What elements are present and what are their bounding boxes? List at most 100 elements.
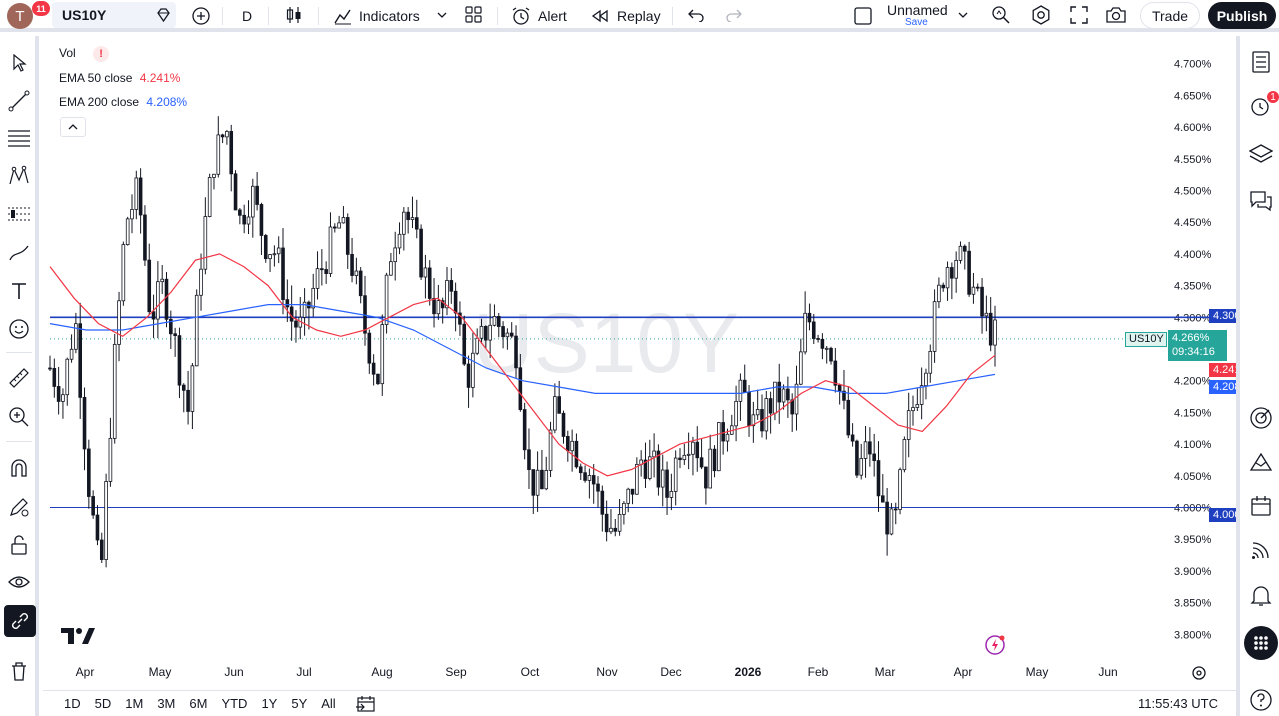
chart-pane[interactable]: US10Y 4.700% 4.650% 4.600% 4.550% 4.500% 4.450… — [43, 36, 1259, 690]
link-icon[interactable] — [4, 605, 36, 637]
candle-body — [587, 475, 592, 481]
apps-grid-icon[interactable] — [1244, 626, 1278, 660]
goto-date-icon[interactable] — [355, 695, 376, 713]
range-6m[interactable]: 6M — [189, 696, 208, 711]
tradingview-logo-icon[interactable] — [61, 628, 95, 649]
magnet-icon[interactable] — [6, 455, 32, 481]
quick-search-icon[interactable] — [990, 4, 1012, 26]
brush-icon[interactable] — [6, 240, 32, 266]
layout-grid-icon[interactable] — [463, 4, 485, 26]
time-tick: May — [1026, 665, 1049, 679]
layout-name-button[interactable]: Unnamed Save — [887, 2, 948, 30]
candle-body — [954, 259, 958, 279]
layout-checkbox-icon[interactable] — [852, 5, 874, 27]
candle-body — [820, 338, 825, 349]
fib-lines-icon[interactable] — [6, 125, 32, 151]
indicators-button[interactable]: Indicators — [333, 2, 420, 30]
interval-label: D — [242, 8, 253, 24]
forecast-icon[interactable] — [6, 201, 32, 227]
ema200-legend[interactable]: EMA 200 close 4.208% — [59, 95, 187, 109]
candle-body — [345, 217, 350, 255]
range-5d[interactable]: 5D — [94, 696, 112, 711]
zoom-in-icon[interactable] — [6, 404, 32, 430]
candle-body — [69, 348, 74, 360]
range-5y[interactable]: 5Y — [291, 696, 308, 711]
candle-body — [65, 358, 70, 396]
candle-body — [893, 508, 898, 511]
notification-badge: 11 — [32, 1, 50, 16]
stay-drawing-icon[interactable] — [6, 494, 32, 520]
time-tick: Apr — [76, 665, 95, 679]
range-3m[interactable]: 3M — [157, 696, 176, 711]
interval-button[interactable]: D — [242, 2, 252, 30]
candle-body — [691, 441, 695, 455]
text-tool-icon[interactable] — [6, 278, 32, 304]
collapse-legend-icon[interactable] — [60, 117, 86, 137]
chevron-down-icon[interactable] — [434, 6, 450, 24]
ema50-legend[interactable]: EMA 50 close 4.241% — [59, 71, 180, 85]
ruler-icon[interactable] — [6, 365, 32, 391]
range-1m[interactable]: 1M — [125, 696, 144, 711]
candle-body — [553, 396, 557, 431]
news-feed-icon[interactable] — [1247, 536, 1275, 564]
candle-body — [87, 448, 91, 497]
add-symbol-icon[interactable] — [190, 5, 212, 27]
diamond-icon[interactable] — [156, 8, 171, 22]
axis-settings-icon[interactable] — [1190, 664, 1208, 682]
range-1d[interactable]: 1D — [64, 696, 81, 711]
watchlist-icon[interactable] — [1247, 48, 1275, 76]
publish-button[interactable]: Publish — [1208, 2, 1276, 29]
flash-icon[interactable] — [984, 634, 1006, 656]
range-ytd[interactable]: YTD — [221, 696, 248, 711]
user-avatar[interactable]: T 11 — [7, 1, 50, 29]
range-all[interactable]: All — [321, 696, 336, 711]
symbol-search[interactable]: US10Y — [52, 2, 176, 28]
candle-body — [807, 312, 812, 323]
undo-icon[interactable] — [686, 5, 706, 25]
range-1y[interactable]: 1Y — [261, 696, 278, 711]
trade-button[interactable]: Trade — [1140, 2, 1200, 29]
layers-icon[interactable] — [1247, 140, 1275, 168]
candle-body — [863, 441, 868, 459]
candle-body — [350, 253, 354, 276]
candle-body — [242, 214, 246, 225]
warning-icon[interactable]: ! — [93, 46, 110, 62]
eye-icon[interactable] — [6, 569, 32, 595]
candles-icon[interactable] — [283, 4, 305, 26]
candle-body — [842, 390, 846, 401]
candle-body — [898, 469, 902, 510]
emoji-icon[interactable] — [6, 316, 32, 342]
trend-line-icon[interactable] — [6, 88, 32, 114]
utc-clock[interactable]: 11:55:43 UTC — [1138, 696, 1218, 711]
calendar-icon[interactable] — [1247, 492, 1275, 520]
pattern-icon[interactable] — [6, 163, 32, 189]
candle-body — [492, 316, 497, 326]
target-icon[interactable] — [1247, 404, 1275, 432]
fullscreen-icon[interactable] — [1068, 4, 1090, 26]
candle-body — [876, 460, 881, 497]
replay-button[interactable]: Replay — [591, 2, 661, 30]
settings-gear-icon[interactable] — [1030, 4, 1052, 26]
candle-body — [932, 301, 937, 352]
price-chart[interactable]: US10Y 4.700% 4.650% 4.600% 4.550% 4.500% 4.450… — [43, 36, 1236, 690]
cursor-icon[interactable] — [6, 50, 32, 76]
layout-chevron-icon[interactable] — [955, 6, 971, 24]
candle-body — [747, 391, 751, 427]
time-tick: Dec — [660, 665, 681, 679]
ideas-icon[interactable] — [1247, 448, 1275, 476]
alerts-clock-icon[interactable] — [1247, 92, 1275, 120]
alert-button[interactable]: Alert — [510, 2, 567, 30]
camera-icon[interactable] — [1104, 4, 1128, 26]
vol-label: Vol — [59, 46, 76, 60]
notifications-bell-icon[interactable] — [1247, 582, 1275, 610]
candle-body — [626, 488, 631, 504]
chat-icon[interactable] — [1247, 187, 1275, 215]
candle-body — [794, 383, 799, 415]
candle-body — [229, 131, 234, 175]
help-icon[interactable] — [1247, 686, 1275, 714]
candle-body — [911, 407, 915, 412]
volume-legend[interactable]: Vol ! — [59, 46, 110, 62]
redo-icon[interactable] — [724, 5, 744, 25]
lock-icon[interactable] — [6, 532, 32, 558]
trash-icon[interactable] — [6, 658, 32, 684]
